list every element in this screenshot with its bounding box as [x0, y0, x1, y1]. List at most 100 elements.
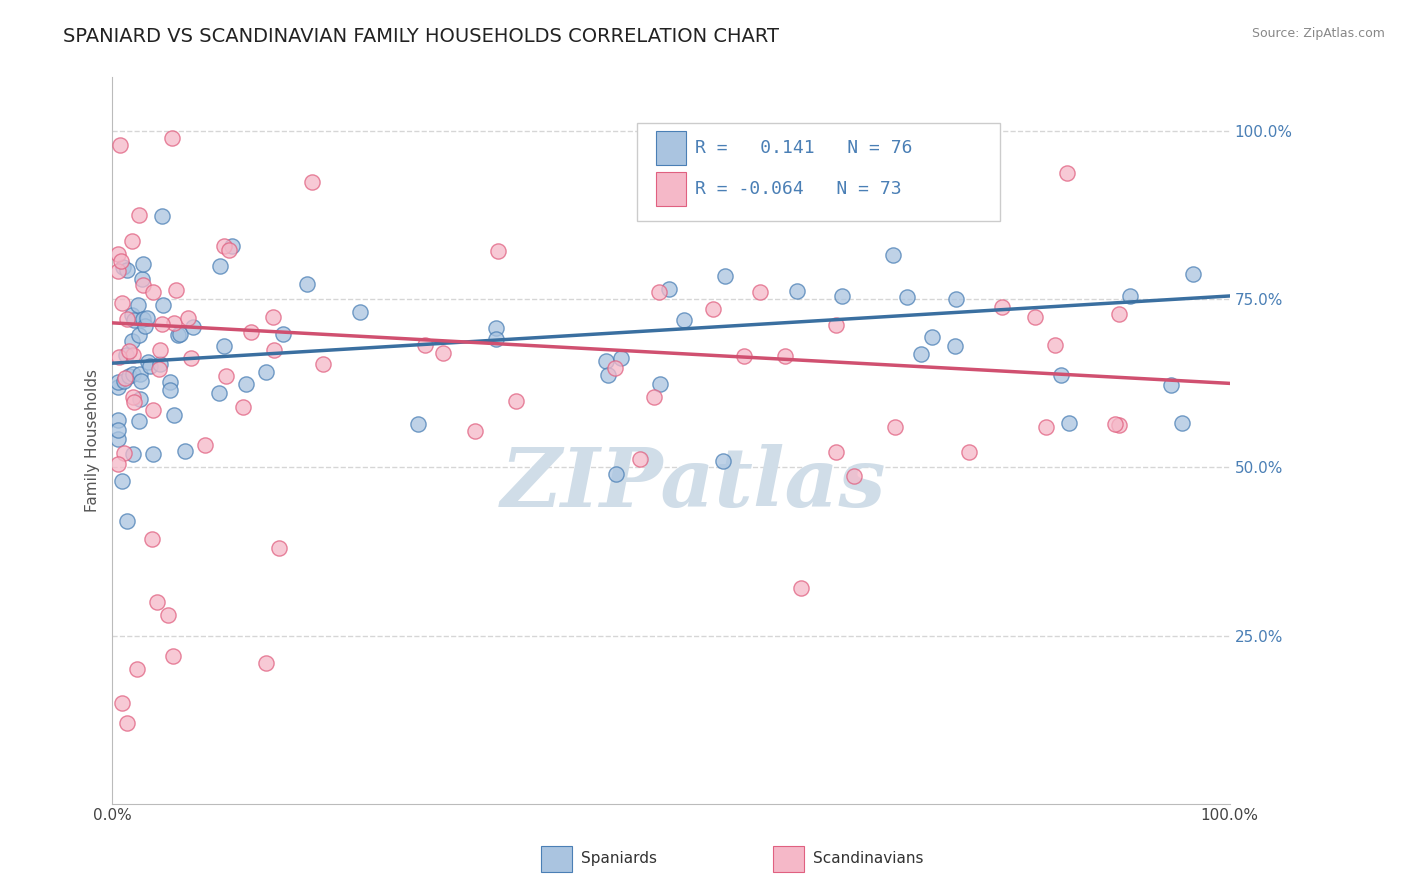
Point — [208, 386, 231, 401]
Point — [643, 391, 665, 405]
Point — [128, 328, 150, 343]
Point — [831, 289, 853, 303]
Point — [159, 375, 181, 389]
Point — [152, 298, 174, 312]
Point — [174, 444, 197, 458]
Point — [991, 300, 1014, 314]
Point — [111, 474, 134, 488]
Point — [156, 608, 179, 623]
Point — [107, 457, 129, 471]
Point — [115, 263, 138, 277]
Point — [485, 321, 508, 335]
Point — [702, 302, 724, 317]
Text: Source: ZipAtlas.com: Source: ZipAtlas.com — [1251, 27, 1385, 40]
Point — [148, 362, 170, 376]
Point — [112, 374, 135, 388]
Point — [121, 348, 143, 362]
Point — [733, 349, 755, 363]
Point — [183, 320, 205, 334]
Point — [240, 325, 263, 339]
Point — [221, 239, 243, 253]
Point — [349, 305, 371, 319]
Point — [111, 696, 134, 710]
Point — [114, 371, 136, 385]
Point — [648, 377, 671, 392]
Point — [957, 445, 980, 459]
Point — [269, 541, 291, 555]
Text: ZIPatlas: ZIPatlas — [501, 444, 886, 524]
Point — [117, 311, 139, 326]
Point — [139, 359, 162, 373]
Text: R =   0.141   N = 76: R = 0.141 N = 76 — [695, 139, 912, 157]
Point — [115, 715, 138, 730]
Text: Spaniards: Spaniards — [581, 852, 657, 866]
Point — [111, 260, 134, 274]
Point — [921, 330, 943, 344]
Point — [117, 344, 139, 359]
Point — [150, 317, 173, 331]
Point — [115, 348, 138, 362]
Point — [842, 468, 865, 483]
Point — [1050, 368, 1073, 382]
Point — [413, 338, 436, 352]
Point — [464, 425, 486, 439]
Point — [214, 339, 236, 353]
Point — [163, 316, 186, 330]
Point — [235, 377, 257, 392]
Point — [131, 271, 153, 285]
Point — [1056, 166, 1078, 180]
Point — [711, 453, 734, 467]
Point — [271, 326, 294, 341]
Point — [295, 277, 318, 291]
Point — [129, 374, 152, 388]
Point — [107, 263, 129, 277]
Point — [1104, 417, 1126, 432]
Point — [108, 350, 131, 364]
Point — [610, 351, 633, 365]
Point — [111, 295, 134, 310]
Point — [713, 269, 735, 284]
Point — [142, 447, 165, 461]
Point — [215, 368, 238, 383]
Point — [598, 368, 620, 382]
Point — [136, 355, 159, 369]
Point — [129, 392, 152, 407]
Point — [166, 328, 188, 343]
Point — [218, 244, 240, 258]
Point — [107, 247, 129, 261]
Point — [107, 423, 129, 437]
Point — [208, 259, 231, 273]
Point — [658, 282, 681, 296]
Point — [108, 137, 131, 152]
Point — [910, 347, 932, 361]
Point — [121, 234, 143, 248]
Point — [605, 360, 627, 375]
Point — [1108, 417, 1130, 432]
Point — [162, 648, 184, 663]
Point — [824, 318, 846, 333]
Point — [107, 380, 129, 394]
Point — [165, 283, 187, 297]
Point — [605, 467, 627, 482]
Point — [773, 350, 796, 364]
Point — [1171, 417, 1194, 431]
Point — [945, 292, 967, 306]
Point — [149, 357, 172, 371]
Point — [132, 311, 155, 326]
Point — [177, 311, 200, 326]
Point — [118, 368, 141, 383]
Point — [628, 451, 651, 466]
Point — [825, 445, 848, 459]
Point — [406, 417, 429, 431]
Point — [160, 131, 183, 145]
Point — [127, 297, 149, 311]
Point — [169, 327, 191, 342]
Point — [311, 357, 333, 371]
Point — [125, 662, 148, 676]
Point — [786, 284, 808, 298]
Point — [107, 432, 129, 446]
Point — [672, 313, 695, 327]
Point — [128, 413, 150, 427]
Point — [141, 532, 163, 546]
Text: Scandinavians: Scandinavians — [813, 852, 924, 866]
